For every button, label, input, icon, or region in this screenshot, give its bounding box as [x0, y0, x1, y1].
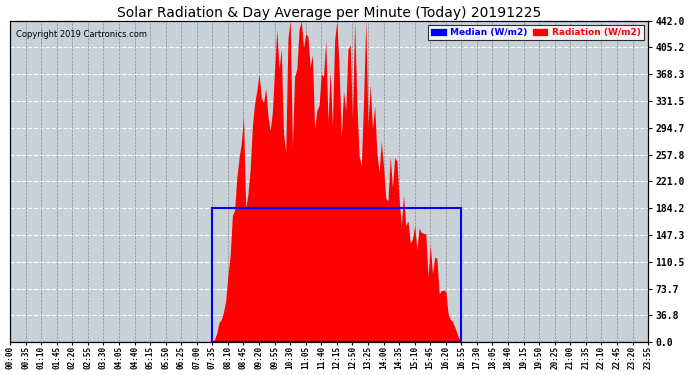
Text: Copyright 2019 Cartronics.com: Copyright 2019 Cartronics.com — [17, 30, 148, 39]
Bar — [213, 208, 462, 342]
Title: Solar Radiation & Day Average per Minute (Today) 20191225: Solar Radiation & Day Average per Minute… — [117, 6, 541, 20]
Legend: Median (W/m2), Radiation (W/m2): Median (W/m2), Radiation (W/m2) — [428, 25, 644, 40]
